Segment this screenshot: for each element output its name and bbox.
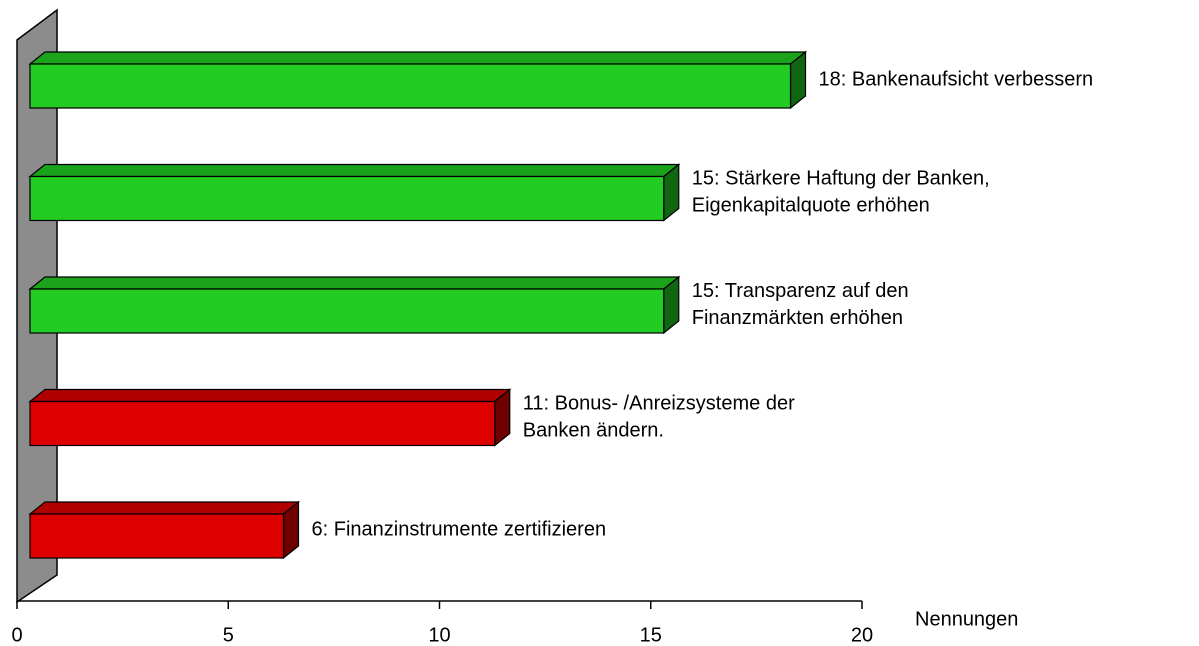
bar-label: 18: Bankenaufsicht verbessern	[819, 68, 1094, 90]
x-tick-label: 0	[11, 624, 22, 646]
bar	[29, 400, 496, 447]
bar	[29, 63, 792, 109]
bar-label: Finanzmärkten erhöhen	[692, 307, 903, 329]
bar-top	[28, 163, 681, 178]
bar	[29, 175, 665, 222]
x-tick-label: 20	[851, 624, 873, 646]
bar-label: 6: Finanzinstrumente zertifizieren	[312, 518, 607, 540]
bar-label: 15: Stärkere Haftung der Banken,	[692, 167, 990, 189]
bar-top	[28, 51, 808, 65]
bar-top	[28, 501, 301, 515]
bar	[29, 288, 665, 334]
bar	[29, 513, 285, 559]
bar-label: 11: Bonus- /Anreizsysteme der	[523, 392, 795, 414]
bar-top	[28, 276, 681, 290]
bar-label: 15: Transparenz auf den	[692, 280, 909, 302]
bar-top	[28, 388, 512, 403]
x-tick-label: 10	[428, 624, 450, 646]
x-axis-label: Nennungen	[915, 608, 1018, 630]
bar-label: Banken ändern.	[523, 419, 664, 441]
x-tick-label: 15	[640, 624, 662, 646]
bar-label: Eigenkapitalquote erhöhen	[692, 194, 930, 216]
x-tick-label: 5	[223, 624, 234, 646]
